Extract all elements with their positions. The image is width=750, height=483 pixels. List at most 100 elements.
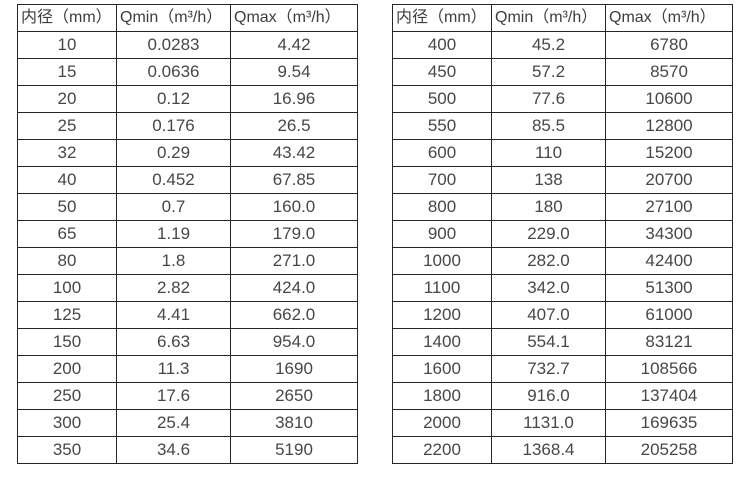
qmax-cell: 179.0 (230, 220, 358, 248)
diameter-header: 内径（mm） (17, 4, 117, 32)
qmax-cell: 42400 (605, 247, 733, 275)
qmax-cell: 51300 (605, 274, 733, 302)
qmin-cell: 77.6 (491, 85, 606, 113)
table-row: 500 77.6 10600 (392, 85, 733, 113)
qmin-cell: 342.0 (491, 274, 606, 302)
qmin-cell: 0.7 (116, 193, 231, 221)
table-row: 900 229.0 34300 (392, 220, 733, 248)
table-row: 1000 282.0 42400 (392, 247, 733, 275)
table-row: 20 0.12 16.96 (17, 85, 358, 113)
qmax-cell: 2650 (230, 382, 358, 410)
qmax-cell: 27100 (605, 193, 733, 221)
qmin-cell: 554.1 (491, 328, 606, 356)
diameter-cell: 550 (392, 112, 492, 140)
qmin-cell: 2.82 (116, 274, 231, 302)
qmin-cell: 1368.4 (491, 436, 606, 464)
table-row: 450 57.2 8570 (392, 58, 733, 86)
qmin-cell: 407.0 (491, 301, 606, 329)
diameter-cell: 200 (17, 355, 117, 383)
qmax-cell: 424.0 (230, 274, 358, 302)
qmax-cell: 3810 (230, 409, 358, 437)
header-row: 内径（mm） Qmin（m³/h） Qmax（m³/h） (392, 4, 733, 32)
qmin-cell: 45.2 (491, 31, 606, 59)
diameter-cell: 400 (392, 31, 492, 59)
diameter-cell: 65 (17, 220, 117, 248)
qmin-cell: 180 (491, 193, 606, 221)
qmax-cell: 954.0 (230, 328, 358, 356)
table-row: 250 17.6 2650 (17, 382, 358, 410)
table-row: 600 110 15200 (392, 139, 733, 167)
qmin-cell: 57.2 (491, 58, 606, 86)
qmin-cell: 34.6 (116, 436, 231, 464)
diameter-cell: 50 (17, 193, 117, 221)
table-row: 800 180 27100 (392, 193, 733, 221)
qmax-cell: 20700 (605, 166, 733, 194)
diameter-cell: 150 (17, 328, 117, 356)
table-row: 150 6.63 954.0 (17, 328, 358, 356)
table-row: 300 25.4 3810 (17, 409, 358, 437)
qmin-cell: 0.0283 (116, 31, 231, 59)
diameter-cell: 25 (17, 112, 117, 140)
diameter-cell: 100 (17, 274, 117, 302)
qmin-cell: 0.452 (116, 166, 231, 194)
qmin-cell: 25.4 (116, 409, 231, 437)
diameter-cell: 900 (392, 220, 492, 248)
qmax-header: Qmax（m³/h） (230, 4, 358, 32)
table-row: 125 4.41 662.0 (17, 301, 358, 329)
diameter-cell: 15 (17, 58, 117, 86)
table-row: 32 0.29 43.42 (17, 139, 358, 167)
table-row: 1800 916.0 137404 (392, 382, 733, 410)
qmin-cell: 110 (491, 139, 606, 167)
table-row: 2000 1131.0 169635 (392, 409, 733, 437)
table-row: 550 85.5 12800 (392, 112, 733, 140)
diameter-cell: 1100 (392, 274, 492, 302)
diameter-cell: 800 (392, 193, 492, 221)
qmax-cell: 16.96 (230, 85, 358, 113)
table-row: 100 2.82 424.0 (17, 274, 358, 302)
qmin-cell: 4.41 (116, 301, 231, 329)
qmin-cell: 1131.0 (491, 409, 606, 437)
diameter-cell: 1600 (392, 355, 492, 383)
qmin-cell: 732.7 (491, 355, 606, 383)
qmax-cell: 34300 (605, 220, 733, 248)
qmin-cell: 0.0636 (116, 58, 231, 86)
qmax-cell: 43.42 (230, 139, 358, 167)
qmax-cell: 160.0 (230, 193, 358, 221)
qmin-cell: 1.8 (116, 247, 231, 275)
diameter-cell: 32 (17, 139, 117, 167)
table-row: 65 1.19 179.0 (17, 220, 358, 248)
diameter-cell: 125 (17, 301, 117, 329)
qmin-cell: 0.176 (116, 112, 231, 140)
table-row: 25 0.176 26.5 (17, 112, 358, 140)
qmax-cell: 108566 (605, 355, 733, 383)
qmax-cell: 169635 (605, 409, 733, 437)
diameter-cell: 1800 (392, 382, 492, 410)
qmax-cell: 12800 (605, 112, 733, 140)
table-row: 1200 407.0 61000 (392, 301, 733, 329)
qmin-cell: 0.29 (116, 139, 231, 167)
table-row: 10 0.0283 4.42 (17, 31, 358, 59)
table-row: 15 0.0636 9.54 (17, 58, 358, 86)
diameter-cell: 1400 (392, 328, 492, 356)
qmax-cell: 4.42 (230, 31, 358, 59)
qmax-cell: 8570 (605, 58, 733, 86)
diameter-cell: 1000 (392, 247, 492, 275)
qmax-cell: 1690 (230, 355, 358, 383)
table-row: 1400 554.1 83121 (392, 328, 733, 356)
diameter-cell: 20 (17, 85, 117, 113)
diameter-cell: 10 (17, 31, 117, 59)
diameter-cell: 1200 (392, 301, 492, 329)
qmin-header: Qmin（m³/h） (116, 4, 231, 32)
qmin-cell: 916.0 (491, 382, 606, 410)
qmax-cell: 205258 (605, 436, 733, 464)
table-row: 1100 342.0 51300 (392, 274, 733, 302)
qmin-cell: 85.5 (491, 112, 606, 140)
qmax-cell: 6780 (605, 31, 733, 59)
qmin-cell: 6.63 (116, 328, 231, 356)
qmax-cell: 83121 (605, 328, 733, 356)
qmin-cell: 282.0 (491, 247, 606, 275)
qmax-cell: 67.85 (230, 166, 358, 194)
qmax-header: Qmax（m³/h） (605, 4, 733, 32)
diameter-cell: 300 (17, 409, 117, 437)
